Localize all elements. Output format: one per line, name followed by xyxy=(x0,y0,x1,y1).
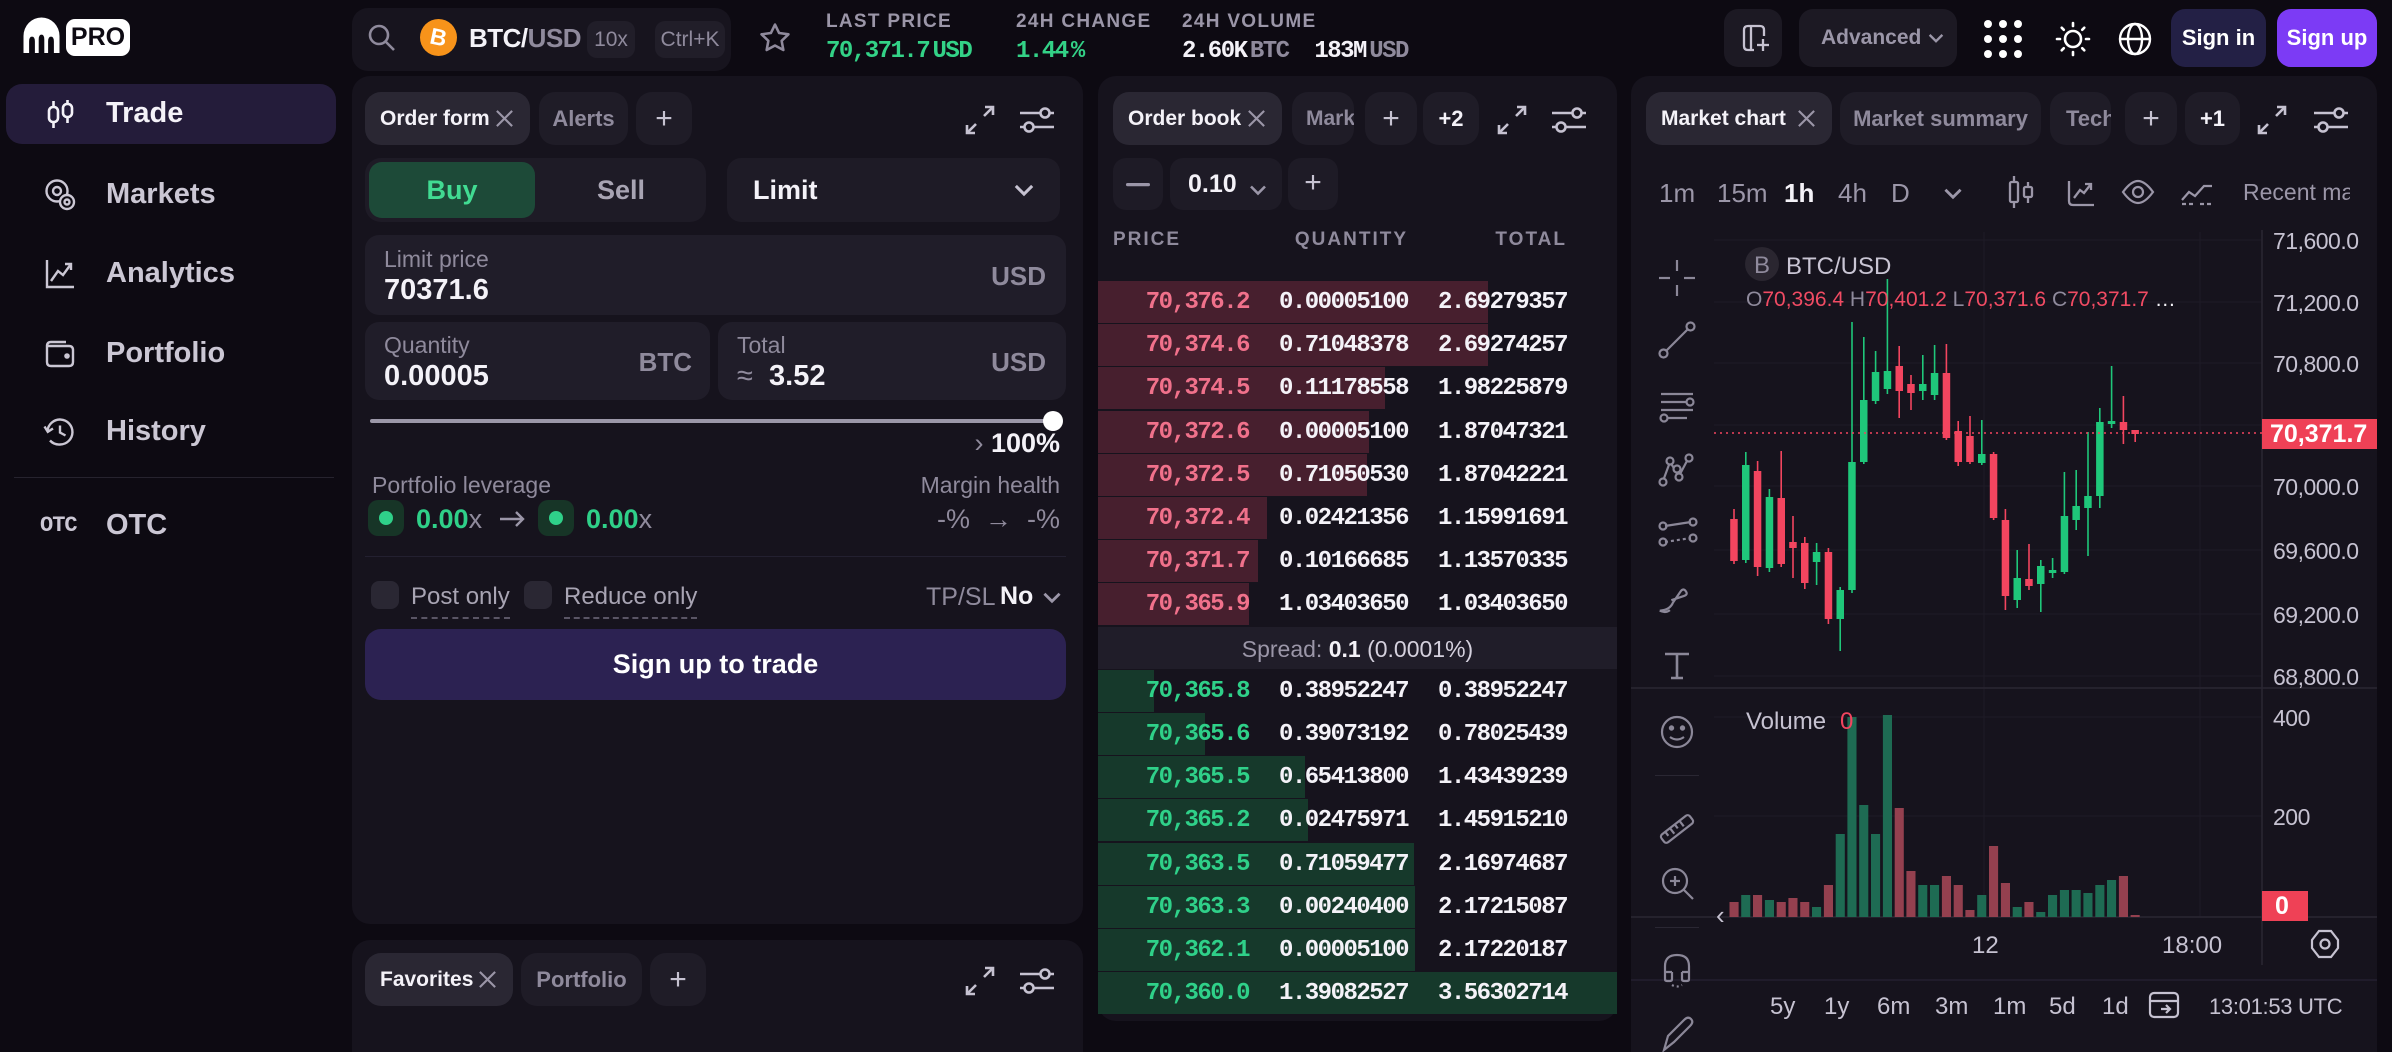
svg-text:13:01:53 UTC: 13:01:53 UTC xyxy=(2209,994,2343,1019)
svg-text:69,200.0: 69,200.0 xyxy=(2273,602,2359,628)
svg-text:1d: 1d xyxy=(2102,993,2129,1020)
svg-text:BTC/USD: BTC/USD xyxy=(1786,253,1891,280)
svg-text:70,800.0: 70,800.0 xyxy=(2273,351,2359,377)
svg-text:71,200.0: 71,200.0 xyxy=(2273,290,2359,316)
svg-text:400: 400 xyxy=(2273,705,2310,731)
svg-text:1m: 1m xyxy=(1993,993,2026,1020)
svg-text:200: 200 xyxy=(2273,804,2310,830)
svg-text:18:00: 18:00 xyxy=(2162,932,2222,959)
svg-text:70,371.7: 70,371.7 xyxy=(2270,420,2367,448)
svg-text:0: 0 xyxy=(1840,708,1853,735)
svg-text:68,800.0: 68,800.0 xyxy=(2273,664,2359,690)
svg-text:O70,396.4 H70,401.2 L70,371.6: O70,396.4 H70,401.2 L70,371.6 C70,371.7 … xyxy=(1746,288,2176,311)
svg-text:71,600.0: 71,600.0 xyxy=(2273,228,2359,254)
svg-text:5d: 5d xyxy=(2049,993,2076,1020)
svg-text:1y: 1y xyxy=(1824,993,1849,1020)
svg-text:5y: 5y xyxy=(1770,993,1795,1020)
svg-text:Volume: Volume xyxy=(1746,708,1826,735)
svg-text:0: 0 xyxy=(2275,892,2289,920)
svg-text:‹: ‹ xyxy=(1716,900,1725,930)
svg-text:69,600.0: 69,600.0 xyxy=(2273,538,2359,564)
svg-text:6m: 6m xyxy=(1877,993,1910,1020)
svg-text:70,000.0: 70,000.0 xyxy=(2273,474,2359,500)
svg-text:B: B xyxy=(1754,252,1770,279)
svg-text:3m: 3m xyxy=(1935,993,1968,1020)
svg-text:12: 12 xyxy=(1972,932,1999,959)
